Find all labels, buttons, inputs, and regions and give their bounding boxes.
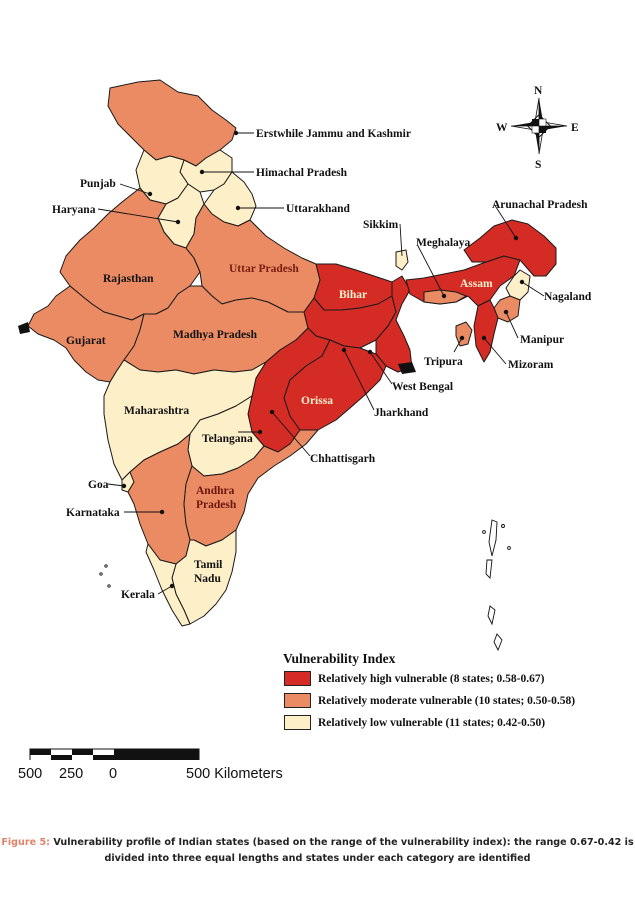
state-mizoram <box>473 299 499 363</box>
label-jammu-kashmir: Erstwhile Jammu and Kashmir <box>256 128 411 140</box>
legend-item-high: Relatively high vulnerable (8 states; 0.… <box>284 670 544 687</box>
label-haryana: Haryana <box>52 204 96 216</box>
label-telangana: Telangana <box>202 433 253 445</box>
legend-label-moderate: Relatively moderate vulnerable (10 state… <box>318 694 576 707</box>
legend-swatch-high <box>284 671 311 686</box>
label-sikkim: Sikkim <box>363 219 399 231</box>
state-nagaland <box>505 269 531 301</box>
india-vulnerability-map: Erstwhile Jammu and Kashmir Himachal Pra… <box>18 79 592 760</box>
scale-label-250: 250 <box>59 766 84 782</box>
label-uttar-pradesh: Uttar Pradesh <box>229 263 299 275</box>
label-maharashtra: Maharashtra <box>124 405 189 417</box>
label-andhra-pradesh-1: Andhra <box>196 485 235 497</box>
legend-title: Vulnerability Index <box>283 651 396 666</box>
label-punjab: Punjab <box>80 178 116 190</box>
legend-swatch-moderate <box>284 693 311 708</box>
compass-rose-icon: N S E W <box>496 85 579 171</box>
state-kerala <box>145 543 191 627</box>
legend-label-low: Relatively low vulnerable (11 states; 0.… <box>318 716 546 729</box>
map-labels: Erstwhile Jammu and Kashmir Himachal Pra… <box>52 128 592 601</box>
scale-label-500-left: 500 <box>18 766 43 782</box>
label-gujarat: Gujarat <box>66 335 106 347</box>
compass-e: E <box>571 122 579 134</box>
label-orissa: Orissa <box>301 395 333 407</box>
label-west-bengal: West Bengal <box>392 381 453 393</box>
figure-caption-text: Vulnerability profile of Indian states (… <box>53 837 634 864</box>
label-andhra-pradesh-2: Pradesh <box>196 499 237 511</box>
label-rajasthan: Rajasthan <box>103 273 154 285</box>
label-meghalaya: Meghalaya <box>416 237 471 249</box>
kutch-fringe <box>18 322 30 334</box>
label-uttarakhand: Uttarakhand <box>286 203 351 215</box>
leader-lines <box>97 130 545 595</box>
scale-label-0: 0 <box>109 766 118 782</box>
legend-item-moderate: Relatively moderate vulnerable (10 state… <box>284 692 575 709</box>
sundarbans-fringe <box>398 362 416 374</box>
legend-swatch-low <box>284 715 311 730</box>
compass-s: S <box>535 159 541 171</box>
figure-caption: Figure 5: Vulnerability profile of India… <box>0 835 635 867</box>
state-arunachal-pradesh <box>463 219 557 277</box>
island-outlines <box>99 519 511 652</box>
label-mizoram: Mizoram <box>508 359 554 371</box>
label-tripura: Tripura <box>424 356 463 368</box>
compass-n: N <box>534 85 543 97</box>
figure-label: Figure 5: <box>1 837 50 848</box>
scale-label-500-right: 500 Kilometers <box>186 766 283 782</box>
label-tamil-nadu-1: Tamil <box>194 559 222 571</box>
label-madhya-pradesh: Madhya Pradesh <box>173 329 258 341</box>
label-bihar: Bihar <box>339 289 367 301</box>
legend-item-low: Relatively low vulnerable (11 states; 0.… <box>284 714 545 731</box>
label-assam: Assam <box>460 278 493 290</box>
label-manipur: Manipur <box>520 334 564 346</box>
state-tripura <box>455 321 473 347</box>
label-jharkhand: Jharkhand <box>374 407 429 419</box>
label-arunachal-pradesh: Arunachal Pradesh <box>492 199 588 211</box>
label-tamil-nadu-2: Nadu <box>194 573 221 585</box>
compass-w: W <box>496 122 508 134</box>
label-goa: Goa <box>88 479 109 491</box>
state-sikkim <box>395 249 409 271</box>
label-nagaland: Nagaland <box>544 291 592 303</box>
legend-label-high: Relatively high vulnerable (8 states; 0.… <box>318 672 545 685</box>
label-chhattisgarh: Chhattisgarh <box>310 453 376 465</box>
label-kerala: Kerala <box>121 589 155 601</box>
label-karnataka: Karnataka <box>66 507 120 519</box>
scale-bar <box>29 748 200 760</box>
label-himachal-pradesh: Himachal Pradesh <box>256 167 348 179</box>
